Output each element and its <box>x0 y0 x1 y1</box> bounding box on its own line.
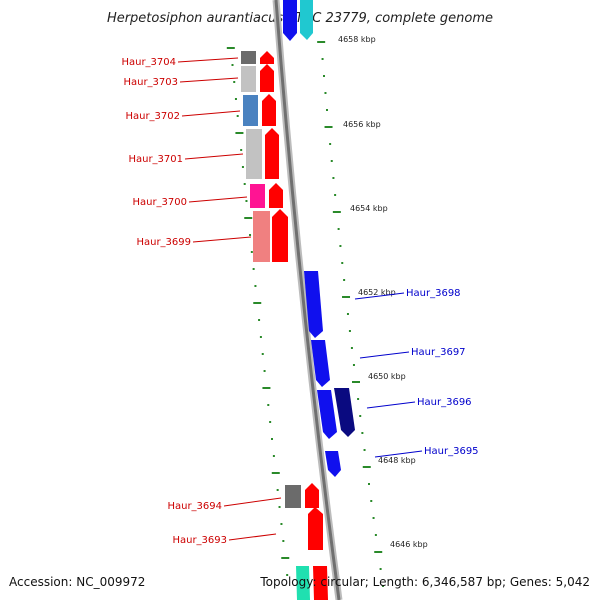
gene-box <box>253 211 270 262</box>
gene-arrow <box>296 566 310 600</box>
gene-arrow <box>313 566 328 600</box>
gene-box <box>243 95 258 126</box>
gene-name-label[interactable]: Haur_3699 <box>136 237 191 248</box>
gene-arrow <box>269 183 283 208</box>
gene-leader-line <box>177 57 239 63</box>
genome-backbone-core <box>274 0 341 600</box>
gene-name-label[interactable]: Haur_3700 <box>132 197 187 208</box>
gene-leader-line <box>223 497 282 507</box>
gene-arrow <box>272 209 288 262</box>
gene-name-label[interactable]: Haur_3693 <box>172 535 227 546</box>
gene-box <box>241 66 256 92</box>
gene-leader-line <box>359 351 410 359</box>
gene-name-label[interactable]: Haur_3695 <box>424 446 479 457</box>
gene-arrow <box>325 451 341 477</box>
gene-name-label[interactable]: Haur_3694 <box>167 501 222 512</box>
gene-bottom <box>296 566 328 600</box>
gene-haur-3702[interactable] <box>243 94 276 126</box>
gene-name-label[interactable]: Haur_3704 <box>121 57 176 68</box>
gene-box <box>250 184 265 208</box>
gene-arrow <box>300 0 313 40</box>
gene-name-label[interactable]: Haur_3697 <box>411 347 466 358</box>
tick-arc-left <box>226 47 290 576</box>
gene-leader-line <box>181 110 241 117</box>
gene-name-label[interactable]: Haur_3701 <box>128 154 183 165</box>
gene-leader-line <box>188 196 248 203</box>
gene-box <box>285 485 301 508</box>
gene-haur-3697[interactable] <box>311 340 330 387</box>
gene-leader-line <box>184 153 244 160</box>
kbp-scale: 4658 kbp 4656 kbp 4654 kbp 4652 kbp 4650 kbp… <box>338 35 428 549</box>
gene-box <box>241 51 256 64</box>
gene-arrow <box>265 128 279 179</box>
gene-labels: Haur_3704 Haur_3703 Haur_3702 Haur_3701 Haur… <box>121 57 478 546</box>
accession-text: Accession: NC_009972 <box>9 575 145 589</box>
gene-arrow <box>260 51 274 64</box>
gene-arrow <box>308 507 323 550</box>
kbp-label: 4648 kbp <box>378 456 416 465</box>
gene-leader-line <box>179 77 239 83</box>
gene-haur-3704[interactable] <box>241 51 274 64</box>
gene-arrow <box>305 483 319 508</box>
gene-name-label[interactable]: Haur_3698 <box>406 288 461 299</box>
gene-top-blue <box>283 0 313 41</box>
gene-leader-line <box>192 236 252 243</box>
gene-haur-3703[interactable] <box>241 64 274 92</box>
gene-arrow <box>283 0 297 41</box>
kbp-label: 4650 kbp <box>368 372 406 381</box>
gene-arrow <box>334 388 355 437</box>
kbp-label: 4654 kbp <box>350 204 388 213</box>
gene-leader-line <box>374 450 423 458</box>
gene-name-label[interactable]: Haur_3703 <box>123 77 178 88</box>
gene-haur-3696[interactable] <box>317 388 355 439</box>
gene-haur-3698[interactable] <box>304 271 323 338</box>
gene-leader-line <box>354 292 405 300</box>
gene-arrow <box>317 390 337 439</box>
gene-arrow <box>311 340 330 387</box>
gene-box <box>246 129 262 179</box>
gene-name-label[interactable]: Haur_3696 <box>417 397 472 408</box>
gene-leader-line <box>366 401 416 409</box>
gene-haur-3701[interactable] <box>246 128 279 179</box>
gene-name-label[interactable]: Haur_3702 <box>125 111 180 122</box>
gene-arrow <box>262 94 276 126</box>
gene-arrow <box>260 64 274 92</box>
gene-haur-3694[interactable] <box>285 483 319 508</box>
genome-summary-text: Topology: circular; Length: 6,346,587 bp… <box>259 575 590 589</box>
gene-haur-3699[interactable] <box>253 209 288 262</box>
gene-arrow <box>304 271 323 338</box>
kbp-label: 4656 kbp <box>343 120 381 129</box>
kbp-label: 4646 kbp <box>390 540 428 549</box>
tick-arc-right <box>317 41 385 587</box>
gene-haur-3700[interactable] <box>250 183 283 208</box>
kbp-label: 4652 kbp <box>358 288 396 297</box>
gene-haur-3695[interactable] <box>325 451 341 477</box>
gene-leader-line <box>228 533 277 541</box>
gene-haur-3693[interactable] <box>308 507 323 550</box>
kbp-label: 4658 kbp <box>338 35 376 44</box>
